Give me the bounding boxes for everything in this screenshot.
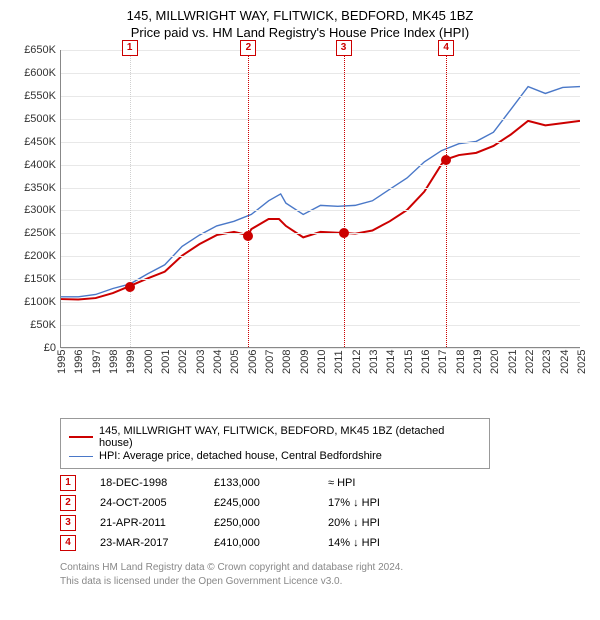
footer-line2: This data is licensed under the Open Gov… bbox=[60, 575, 588, 589]
x-tick-label: 2014 bbox=[385, 350, 397, 374]
y-tick-label: £50K bbox=[12, 319, 56, 331]
legend-label: 145, MILLWRIGHT WAY, FLITWICK, BEDFORD, … bbox=[99, 425, 481, 449]
y-tick-label: £550K bbox=[12, 90, 56, 102]
legend-swatch bbox=[69, 436, 93, 438]
x-tick-label: 2017 bbox=[437, 350, 449, 374]
x-tick-label: 2015 bbox=[403, 350, 415, 374]
y-tick-label: £250K bbox=[12, 227, 56, 239]
x-tick-label: 1996 bbox=[73, 350, 85, 374]
legend-swatch bbox=[69, 456, 93, 457]
tx-price: £250,000 bbox=[214, 517, 304, 529]
y-tick-label: £450K bbox=[12, 136, 56, 148]
footer-attribution: Contains HM Land Registry data © Crown c… bbox=[60, 561, 588, 588]
legend-row: 145, MILLWRIGHT WAY, FLITWICK, BEDFORD, … bbox=[69, 425, 481, 449]
x-tick-label: 2006 bbox=[247, 350, 259, 374]
tx-date: 18-DEC-1998 bbox=[100, 477, 190, 489]
transaction-dot bbox=[339, 228, 349, 238]
tx-delta: ≈ HPI bbox=[328, 477, 418, 489]
y-tick-label: £600K bbox=[12, 67, 56, 79]
x-tick-label: 2019 bbox=[472, 350, 484, 374]
x-tick-label: 2007 bbox=[264, 350, 276, 374]
x-tick-label: 2018 bbox=[455, 350, 467, 374]
chart-area: £0 £50K £100K £150K £200K £250K £300K £350K £400… bbox=[12, 46, 588, 386]
x-tick-label: 2021 bbox=[507, 350, 519, 374]
tx-delta: 14% ↓ HPI bbox=[328, 537, 418, 549]
title-line1: 145, MILLWRIGHT WAY, FLITWICK, BEDFORD, … bbox=[12, 8, 588, 23]
x-tick-label: 2010 bbox=[316, 350, 328, 374]
x-tick-label: 1995 bbox=[56, 350, 68, 374]
transaction-table: 1 18-DEC-1998 £133,000 ≈ HPI 2 24-OCT-2005 £24… bbox=[60, 475, 588, 551]
transaction-dot bbox=[441, 155, 451, 165]
x-tick-label: 2005 bbox=[229, 350, 241, 374]
x-tick-label: 2000 bbox=[143, 350, 155, 374]
tx-price: £410,000 bbox=[214, 537, 304, 549]
x-tick-label: 2025 bbox=[576, 350, 588, 374]
y-tick-label: £350K bbox=[12, 182, 56, 194]
x-tick-label: 1997 bbox=[91, 350, 103, 374]
marker-vline bbox=[130, 50, 131, 347]
x-tick-label: 2020 bbox=[489, 350, 501, 374]
legend-label: HPI: Average price, detached house, Cent… bbox=[99, 450, 382, 462]
x-tick-label: 2024 bbox=[559, 350, 571, 374]
tx-date: 24-OCT-2005 bbox=[100, 497, 190, 509]
tx-price: £133,000 bbox=[214, 477, 304, 489]
y-tick-label: £650K bbox=[12, 44, 56, 56]
y-tick-label: £0 bbox=[12, 342, 56, 354]
x-tick-label: 1998 bbox=[108, 350, 120, 374]
y-tick-label: £500K bbox=[12, 113, 56, 125]
marker-vline bbox=[344, 50, 345, 347]
plot-region: 1234 bbox=[60, 50, 580, 348]
y-tick-label: £300K bbox=[12, 204, 56, 216]
marker-box: 3 bbox=[336, 40, 352, 56]
tx-date: 21-APR-2011 bbox=[100, 517, 190, 529]
marker-box: 2 bbox=[240, 40, 256, 56]
x-tick-label: 2013 bbox=[368, 350, 380, 374]
title-line2: Price paid vs. HM Land Registry's House … bbox=[12, 25, 588, 40]
x-tick-label: 2012 bbox=[351, 350, 363, 374]
y-tick-label: £100K bbox=[12, 296, 56, 308]
tx-delta: 17% ↓ HPI bbox=[328, 497, 418, 509]
x-tick-label: 2011 bbox=[333, 350, 345, 374]
marker-vline bbox=[446, 50, 447, 347]
x-tick-label: 1999 bbox=[125, 350, 137, 374]
x-tick-label: 2023 bbox=[541, 350, 553, 374]
marker-box: 4 bbox=[438, 40, 454, 56]
y-tick-label: £150K bbox=[12, 273, 56, 285]
x-tick-label: 2016 bbox=[420, 350, 432, 374]
chart-title: 145, MILLWRIGHT WAY, FLITWICK, BEDFORD, … bbox=[12, 8, 588, 40]
x-tick-label: 2003 bbox=[195, 350, 207, 374]
table-row: 4 23-MAR-2017 £410,000 14% ↓ HPI bbox=[60, 535, 588, 551]
x-tick-label: 2009 bbox=[299, 350, 311, 374]
transaction-dot bbox=[243, 231, 253, 241]
y-tick-label: £400K bbox=[12, 159, 56, 171]
marker-vline bbox=[248, 50, 249, 347]
x-tick-label: 2004 bbox=[212, 350, 224, 374]
table-row: 3 21-APR-2011 £250,000 20% ↓ HPI bbox=[60, 515, 588, 531]
transaction-dot bbox=[125, 282, 135, 292]
legend: 145, MILLWRIGHT WAY, FLITWICK, BEDFORD, … bbox=[60, 418, 490, 469]
table-row: 1 18-DEC-1998 £133,000 ≈ HPI bbox=[60, 475, 588, 491]
tx-date: 23-MAR-2017 bbox=[100, 537, 190, 549]
x-tick-label: 2001 bbox=[160, 350, 172, 374]
tx-marker: 4 bbox=[60, 535, 76, 551]
x-tick-label: 2022 bbox=[524, 350, 536, 374]
legend-row: HPI: Average price, detached house, Cent… bbox=[69, 450, 481, 462]
x-tick-label: 2002 bbox=[177, 350, 189, 374]
tx-price: £245,000 bbox=[214, 497, 304, 509]
table-row: 2 24-OCT-2005 £245,000 17% ↓ HPI bbox=[60, 495, 588, 511]
tx-marker: 2 bbox=[60, 495, 76, 511]
x-tick-label: 2008 bbox=[281, 350, 293, 374]
marker-box: 1 bbox=[122, 40, 138, 56]
tx-marker: 3 bbox=[60, 515, 76, 531]
footer-line1: Contains HM Land Registry data © Crown c… bbox=[60, 561, 588, 575]
y-tick-label: £200K bbox=[12, 250, 56, 262]
tx-marker: 1 bbox=[60, 475, 76, 491]
tx-delta: 20% ↓ HPI bbox=[328, 517, 418, 529]
